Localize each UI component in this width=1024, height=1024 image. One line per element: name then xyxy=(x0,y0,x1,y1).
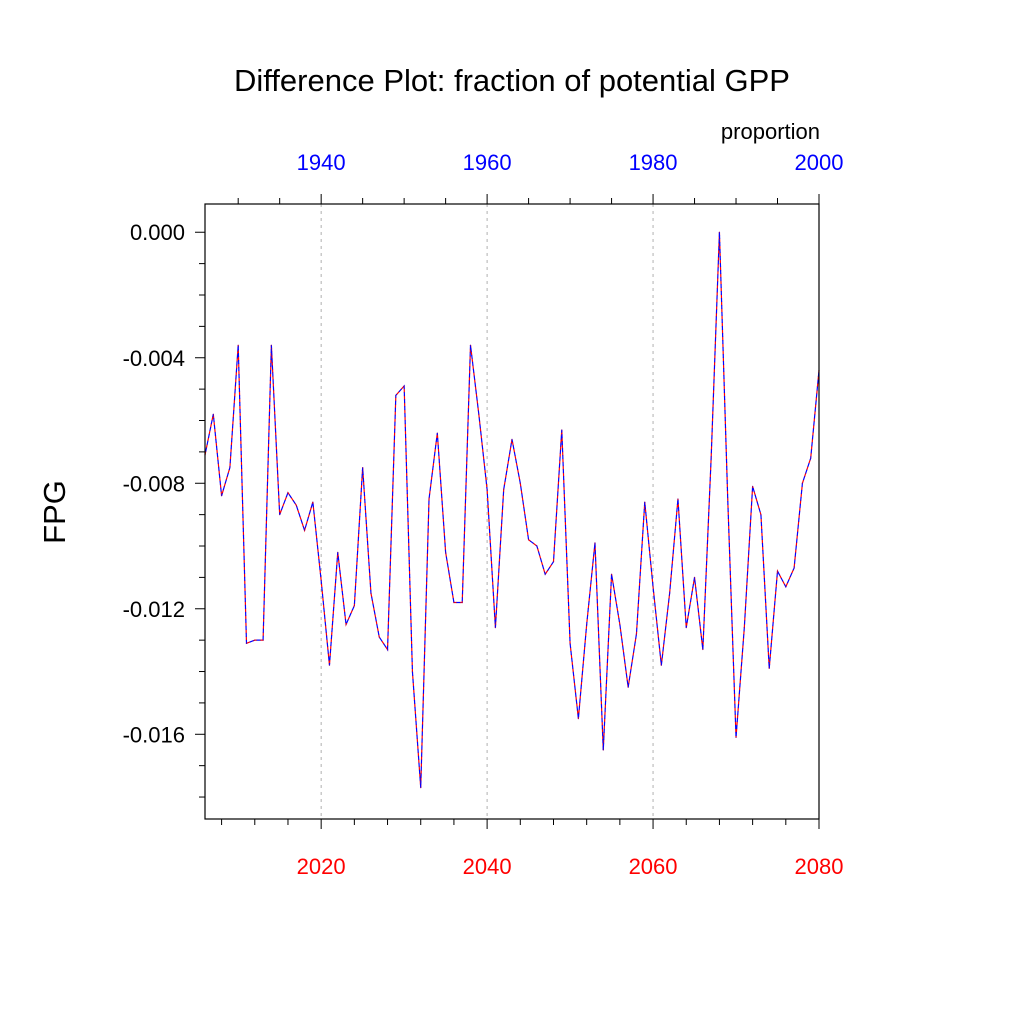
data-point-2060 xyxy=(652,586,654,588)
data-point-2053 xyxy=(594,542,596,544)
y-tick-label-1: -0.004 xyxy=(123,346,185,371)
y-tick-label-2: -0.008 xyxy=(123,471,185,496)
data-point-2035 xyxy=(445,551,447,553)
bottom-tick-label-2080: 2080 xyxy=(795,854,844,879)
data-point-2078 xyxy=(801,482,804,484)
data-point-2010 xyxy=(237,344,239,346)
data-point-2062 xyxy=(669,592,671,594)
data-point-2039 xyxy=(478,413,480,415)
data-point-2040 xyxy=(486,488,488,491)
y-tick-label-3: -0.012 xyxy=(123,597,185,622)
data-point-2038 xyxy=(469,344,472,346)
bottom-tick-label-2020: 2020 xyxy=(297,854,346,879)
data-point-2063 xyxy=(677,498,679,500)
data-point-2065 xyxy=(693,576,696,578)
data-point-2025 xyxy=(362,466,364,469)
data-point-2036 xyxy=(453,601,455,604)
data-point-2061 xyxy=(660,664,662,666)
data-point-2071 xyxy=(743,626,745,629)
data-point-2066 xyxy=(702,648,704,651)
data-point-2012 xyxy=(254,639,256,641)
series-line-blue-0 xyxy=(204,232,820,788)
plot-frame xyxy=(204,203,820,820)
axis-layer: 2020 2040 2060 2080 1940 1960 1980 2000 0.000 -0.… xyxy=(123,150,844,879)
data-point-2022 xyxy=(337,551,339,553)
bottom-tick-label-2060: 2060 xyxy=(629,854,678,879)
data-point-2023 xyxy=(345,623,347,626)
data-point-2044 xyxy=(519,482,521,484)
data-point-2072 xyxy=(752,485,754,487)
data-point-2049 xyxy=(561,429,563,431)
units-label: proportion xyxy=(721,119,820,144)
data-point-2007 xyxy=(212,413,214,415)
data-point-2045 xyxy=(527,539,530,541)
data-point-2030 xyxy=(403,385,405,387)
top-tick-label-1940: 1940 xyxy=(297,150,346,175)
data-point-2057 xyxy=(627,686,629,688)
grid-layer xyxy=(320,204,654,819)
data-point-2008 xyxy=(220,495,223,497)
data-point-2026 xyxy=(370,592,372,594)
series-line-red-0 xyxy=(204,232,820,788)
data-point-2029 xyxy=(395,394,397,397)
data-point-2021 xyxy=(328,664,331,666)
data-point-2041 xyxy=(494,626,497,629)
data-point-2048 xyxy=(552,561,555,563)
data-point-2027 xyxy=(378,636,380,638)
data-point-2018 xyxy=(303,529,306,531)
data-point-2034 xyxy=(436,432,438,434)
data-point-2076 xyxy=(785,586,787,588)
series-layer xyxy=(204,231,820,789)
data-point-2014 xyxy=(270,344,272,346)
data-point-2017 xyxy=(295,504,297,506)
y-axis-label: FPG xyxy=(37,480,72,544)
data-point-2068 xyxy=(718,231,721,233)
data-point-2051 xyxy=(577,717,579,720)
data-point-2015 xyxy=(279,514,281,516)
data-point-2074 xyxy=(768,667,770,669)
data-point-2037 xyxy=(461,601,463,604)
data-point-2055 xyxy=(610,573,613,575)
data-point-2031 xyxy=(411,670,414,673)
y-tick-label-0: 0.000 xyxy=(130,220,185,245)
data-point-2052 xyxy=(586,623,588,626)
data-point-2033 xyxy=(428,498,430,500)
bottom-tick-label-2040: 2040 xyxy=(463,854,512,879)
data-point-2079 xyxy=(810,457,812,459)
data-point-2070 xyxy=(735,736,737,739)
data-point-2075 xyxy=(776,570,779,572)
data-point-2058 xyxy=(635,633,638,635)
data-point-2077 xyxy=(793,567,795,569)
data-point-2054 xyxy=(602,749,604,751)
top-tick-label-2000: 2000 xyxy=(795,150,844,175)
top-tick-label-1960: 1960 xyxy=(463,150,512,175)
data-point-2024 xyxy=(353,605,355,607)
data-point-2020 xyxy=(320,579,322,582)
data-point-2042 xyxy=(503,488,505,491)
data-point-2046 xyxy=(536,545,538,547)
data-point-2073 xyxy=(760,514,762,516)
data-point-2067 xyxy=(710,457,712,459)
data-point-2050 xyxy=(569,642,571,644)
data-point-2009 xyxy=(229,466,231,469)
chart-title: Difference Plot: fraction of potential G… xyxy=(234,63,790,98)
data-point-2032 xyxy=(420,787,422,789)
data-point-2028 xyxy=(386,648,389,651)
data-point-2069 xyxy=(727,498,729,500)
data-point-2016 xyxy=(287,492,289,494)
data-point-2059 xyxy=(644,501,646,503)
data-point-2011 xyxy=(245,642,248,644)
data-point-2043 xyxy=(511,438,513,440)
data-point-2013 xyxy=(262,639,264,641)
y-tick-label-4: -0.016 xyxy=(123,722,185,747)
data-point-2064 xyxy=(685,626,687,629)
data-point-2056 xyxy=(619,623,621,626)
data-point-2047 xyxy=(544,573,546,575)
data-point-2019 xyxy=(312,501,314,503)
top-tick-label-1980: 1980 xyxy=(629,150,678,175)
